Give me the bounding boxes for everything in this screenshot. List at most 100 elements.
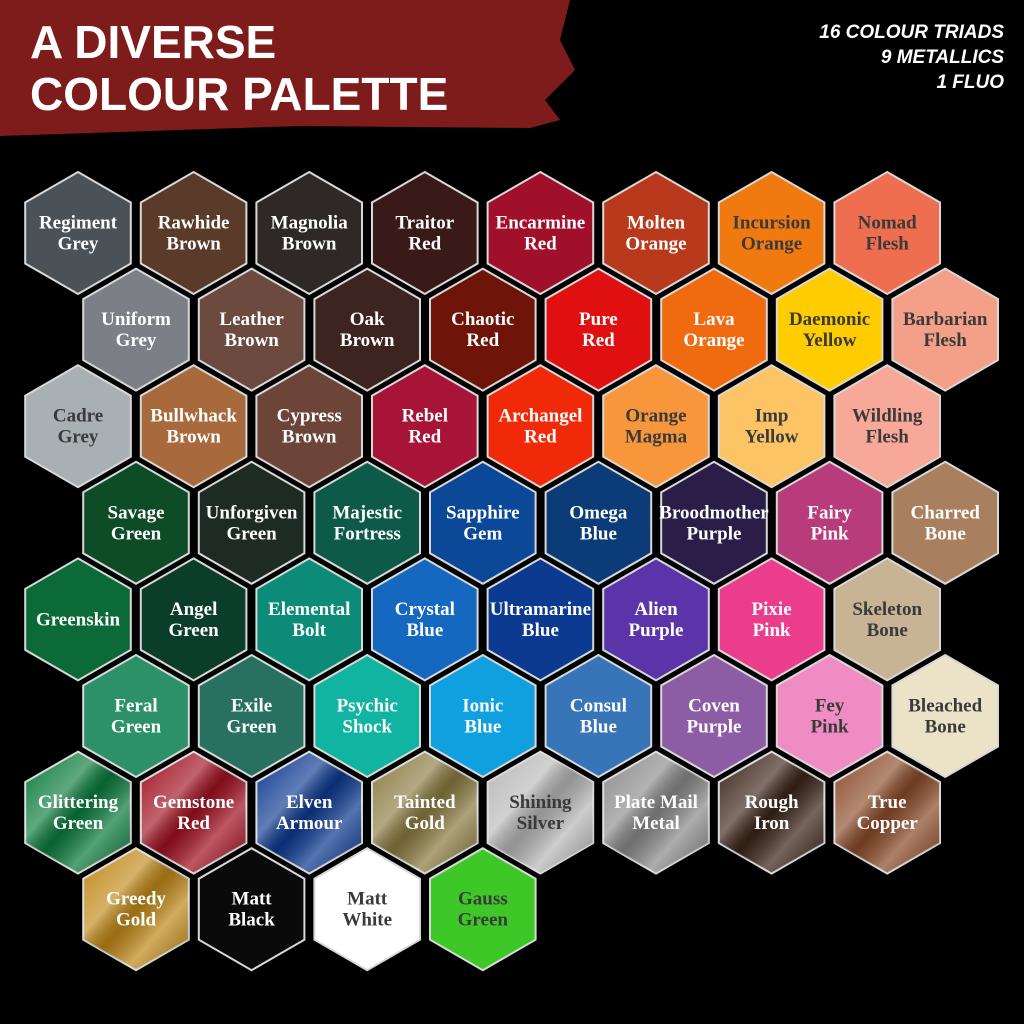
metallic-sheen bbox=[25, 751, 131, 874]
swatch-hex bbox=[313, 847, 421, 972]
swatch-name: Green bbox=[111, 523, 162, 544]
swatch-name: Iron bbox=[754, 813, 790, 834]
swatch-hex bbox=[486, 364, 595, 489]
swatch-name: Gold bbox=[405, 813, 446, 834]
swatch-hex bbox=[833, 557, 941, 682]
swatch-hex bbox=[660, 460, 768, 585]
swatch-name: Green bbox=[226, 717, 277, 738]
swatch-name: Glittering bbox=[38, 792, 119, 813]
swatch-name: Flesh bbox=[924, 330, 968, 351]
swatch-hex bbox=[371, 364, 479, 489]
swatch-name: Unforgiven bbox=[206, 502, 298, 523]
swatch-hex bbox=[313, 267, 421, 392]
swatch-hex bbox=[660, 267, 768, 392]
swatch-name: Brown bbox=[282, 427, 337, 448]
swatch-name: Gold bbox=[116, 910, 157, 931]
swatch-name: Molten bbox=[627, 213, 685, 234]
title-banner bbox=[0, 0, 575, 136]
swatch-name: Ultramarine bbox=[490, 599, 591, 620]
swatch-name: Cypress bbox=[277, 406, 342, 427]
title-line: A DIVERSE bbox=[30, 16, 276, 68]
swatch-name: Brown bbox=[340, 330, 395, 351]
swatch-name: Ionic bbox=[462, 696, 503, 717]
swatch-name: Pink bbox=[811, 717, 849, 738]
swatch-name: Flesh bbox=[866, 234, 910, 255]
swatch-name: Pure bbox=[579, 309, 618, 330]
swatch-name: Orange bbox=[741, 234, 802, 255]
swatch-name: Angel bbox=[170, 599, 218, 620]
metallic-sheen bbox=[256, 751, 362, 874]
swatch-name: Alien bbox=[634, 599, 678, 620]
swatch-hex bbox=[313, 653, 421, 779]
swatch-hex bbox=[775, 653, 884, 779]
swatch-name: Fortress bbox=[334, 523, 401, 544]
metallic-sheen bbox=[140, 751, 247, 874]
metallic-sheen bbox=[603, 751, 709, 874]
swatch-hex bbox=[602, 557, 710, 682]
swatch-name: Metal bbox=[632, 813, 679, 834]
swatch-name: Fairy bbox=[807, 502, 852, 523]
swatch-hex bbox=[371, 557, 479, 682]
swatch-name: Gemstone bbox=[153, 792, 234, 813]
swatch-name: Tainted bbox=[394, 792, 456, 813]
swatch-name: Charred bbox=[911, 502, 981, 523]
swatch-name: Orange bbox=[625, 234, 686, 255]
swatch-hex bbox=[255, 557, 363, 682]
swatch-name: Broodmother bbox=[659, 502, 769, 523]
summary-line: 16 COLOUR TRIADS bbox=[819, 22, 1004, 43]
swatch-name: Yellow bbox=[803, 330, 857, 351]
swatch-name: Chaotic bbox=[451, 309, 514, 330]
swatch-name: Red bbox=[408, 234, 441, 255]
swatch-hex bbox=[429, 653, 537, 779]
swatch-hex bbox=[139, 170, 248, 296]
swatch-name: Lava bbox=[693, 309, 735, 330]
swatch-name: Blue bbox=[522, 620, 559, 641]
swatch-name: Brown bbox=[282, 234, 337, 255]
swatch-hex bbox=[891, 460, 999, 585]
swatch-hex bbox=[429, 460, 537, 585]
swatch-hex bbox=[833, 364, 941, 489]
swatch-name: Purple bbox=[629, 620, 684, 641]
metallic-sheen bbox=[718, 751, 825, 874]
swatch-name: Copper bbox=[857, 813, 919, 834]
swatch-name: Gem bbox=[463, 523, 502, 544]
swatch-name: Silver bbox=[517, 813, 565, 834]
swatch-hex bbox=[660, 653, 768, 779]
swatch-name: Shining bbox=[509, 792, 572, 813]
swatch-name: Purple bbox=[687, 523, 742, 544]
swatch-name: Red bbox=[524, 427, 557, 448]
swatch-name: Nomad bbox=[858, 213, 918, 234]
swatch-name: Red bbox=[524, 234, 557, 255]
swatch-name: Greedy bbox=[106, 889, 166, 910]
